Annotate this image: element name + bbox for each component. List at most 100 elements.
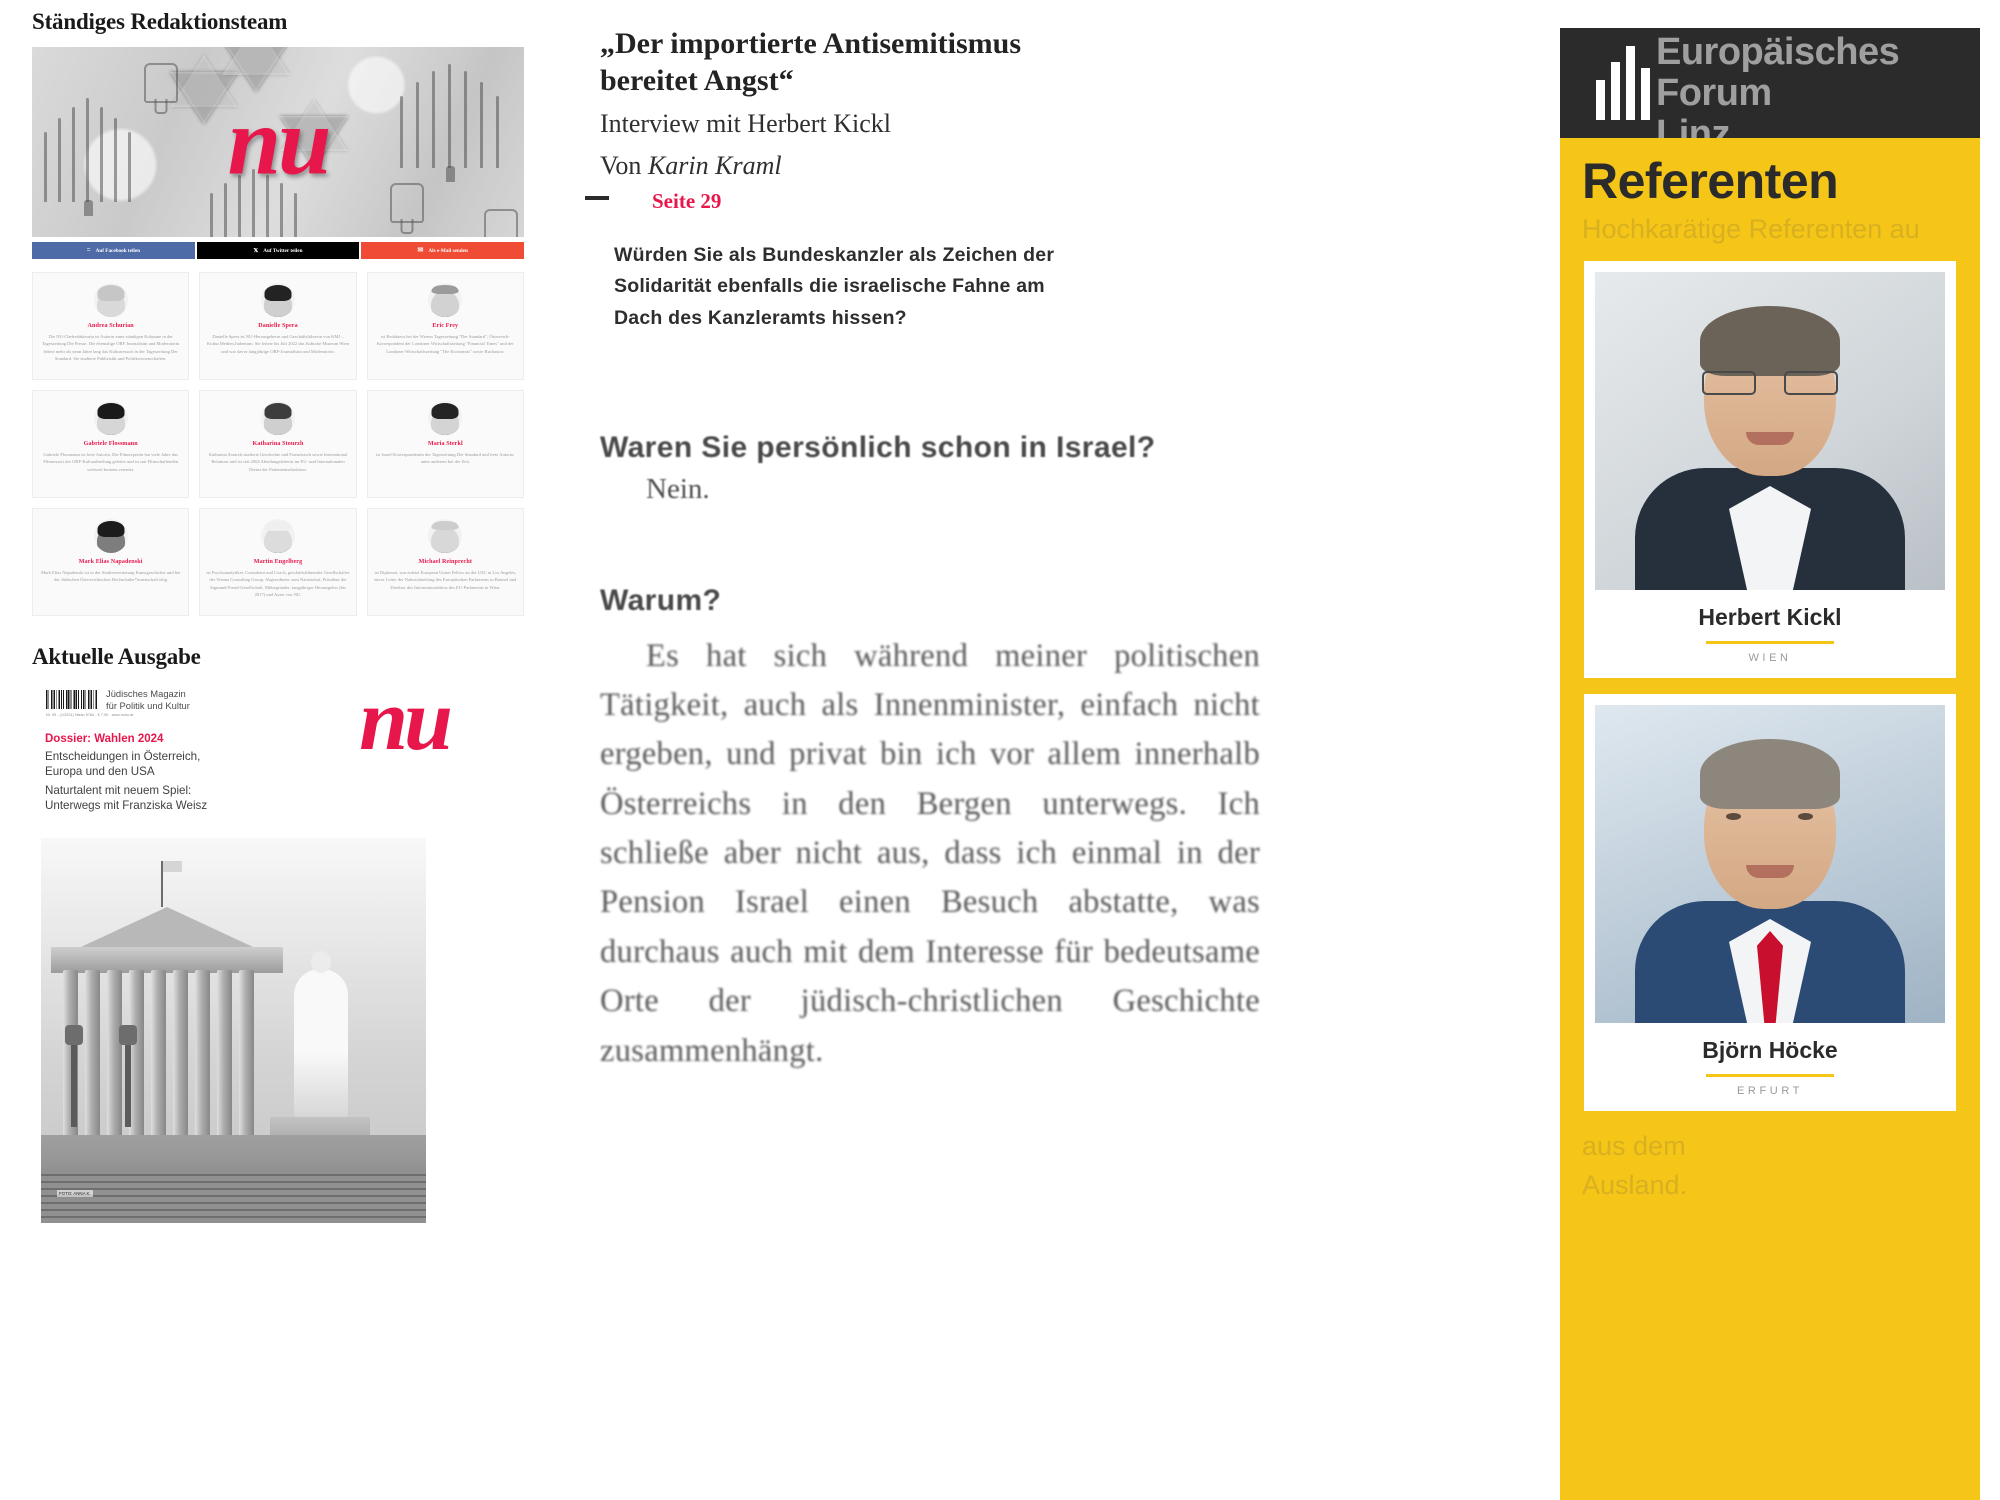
photo-credit: FOTO: ANNA K. xyxy=(57,1190,93,1197)
team-member-name: Mark Elias Napadenski xyxy=(78,559,143,565)
team-member-name: Eric Frey xyxy=(432,323,459,329)
cover-teaser-line2: Unterwegs mit Franziska Weisz xyxy=(45,799,208,813)
nu-logo: nu xyxy=(359,672,453,769)
speaker-photo xyxy=(1595,272,1945,590)
current-issue-heading: Aktuelle Ausgabe xyxy=(32,644,201,669)
team-card[interactable]: Martin Engelberg ist Psychoanalytiker, C… xyxy=(199,508,357,616)
avatar xyxy=(428,519,463,553)
speaker-photo xyxy=(1595,705,1945,1023)
dreidel-icon xyxy=(390,183,424,223)
avatar xyxy=(428,283,463,317)
forum-linz-panel: Europäisches Forum Linz Referenten Hochk… xyxy=(1560,28,1980,1500)
team-member-bio: ist Israel-Korrespondentin der Tageszeit… xyxy=(376,452,515,465)
parliament-photo: FOTO: ANNA K. xyxy=(41,838,426,1223)
avatar xyxy=(260,401,295,435)
cover-dossier-line1: Entscheidungen in Österreich, xyxy=(45,750,201,763)
interview-question-2: Waren Sie persönlich schon in Israel? xyxy=(600,430,1156,464)
team-card[interactable]: Eric Frey ist Redakteur bei der Wiener T… xyxy=(366,272,524,380)
hair-shape xyxy=(1700,306,1840,376)
mouth-shape xyxy=(1746,865,1794,878)
team-member-bio: ist Psychoanalytiker, Consultant und Coa… xyxy=(206,570,350,598)
cover-masthead: Jüdisches Magazin für Politik und Kultur xyxy=(106,688,190,713)
team-card[interactable]: Mark Elias Napadenski Mark Elias Napaden… xyxy=(32,508,190,616)
share-facebook-label: Auf Facebook teilen xyxy=(95,247,141,254)
hair-shape xyxy=(1700,739,1840,809)
team-member-name: Danielle Spera xyxy=(258,323,298,329)
pediment-shape xyxy=(81,907,253,947)
menorah-icon xyxy=(210,169,310,237)
avatar xyxy=(93,401,128,435)
avatar xyxy=(260,283,295,317)
cover-issue-meta: Nr. 95 - (1/2024) Nisan 5784 - € 7,90 - … xyxy=(46,713,134,717)
interview-question-1: Würden Sie als Bundeskanzler als Zeichen… xyxy=(614,243,1055,329)
share-twitter-button[interactable]: 𝕩 Auf Twitter teilen xyxy=(196,242,360,259)
forum-logo-line1: Europäisches xyxy=(1656,31,1900,73)
team-member-bio: Mark Elias Napadenski ist in der Studien… xyxy=(41,570,181,583)
dreidel-icon xyxy=(484,209,518,237)
divider xyxy=(1706,641,1834,644)
interview-answer-2: Nein. xyxy=(646,472,710,505)
decorative-dash xyxy=(585,196,609,200)
forum-logo-line3: Linz xyxy=(1656,113,1730,138)
speaker-city: WIEN xyxy=(1748,652,1792,664)
team-grid: Andrea Schurian Die NU-Chefredakteurin i… xyxy=(32,272,524,616)
referenten-heading: Referenten xyxy=(1582,153,1839,209)
speaker-card[interactable]: Björn Höcke ERFURT xyxy=(1584,694,1956,1111)
speaker-card[interactable]: Herbert Kickl WIEN xyxy=(1584,261,1956,678)
byline-author: Karin Kraml xyxy=(647,150,782,180)
team-member-bio: Katharina Stourzh studierte Geschichte u… xyxy=(208,452,348,472)
team-member-bio: Die NU-Chefredakteurin ist Autorin einer… xyxy=(42,334,180,362)
cover-masthead-line2: für Politik und Kultur xyxy=(106,700,190,712)
lamp-icon xyxy=(119,1025,137,1127)
speaker-city: ERFURT xyxy=(1736,1085,1803,1097)
team-card[interactable]: Gabriele Flossmann Gabriele Flossmann is… xyxy=(32,390,190,498)
cover-teaser-text: Naturtalent mit neuem Spiel: Unterwegs m… xyxy=(45,783,207,814)
cover-dossier-label: Dossier: Wahlen 2024 xyxy=(45,733,164,745)
colonnade-shape xyxy=(63,970,273,1135)
eye-shape xyxy=(1726,813,1741,820)
share-email-button[interactable]: ✉ Als e-Mail senden xyxy=(361,242,525,259)
divider xyxy=(1706,1074,1834,1077)
cover-dossier-text: Entscheidungen in Österreich, Europa und… xyxy=(45,749,200,780)
team-member-bio: Danielle Spera ist NU-Herausgeberin und … xyxy=(207,334,349,354)
article-title: „Der importierte Antisemitismus bereitet… xyxy=(600,0,1500,99)
team-member-name: Gabriele Flossmann xyxy=(83,441,138,447)
team-member-name: Martin Engelberg xyxy=(253,559,303,565)
avatar xyxy=(93,519,128,553)
athena-statue xyxy=(294,969,348,1119)
star-of-david-icon xyxy=(280,99,348,151)
star-of-david-icon xyxy=(222,47,290,75)
forum-footer-line2: Ausland. xyxy=(1582,1170,1688,1201)
forum-logo-text: Europäisches Forum Linz xyxy=(1656,31,1900,138)
hero-image: nu xyxy=(32,47,524,237)
forum-bars-icon xyxy=(1596,46,1650,120)
avatar xyxy=(260,519,295,553)
steps-shape xyxy=(41,1169,426,1223)
share-email-label: Als e-Mail senden xyxy=(428,247,468,254)
article-title-line1: „Der importierte Antisemitismus xyxy=(600,27,1022,60)
menorah-icon xyxy=(44,97,144,216)
flag-icon xyxy=(161,861,182,907)
interview-question-3: Warum? xyxy=(600,583,722,617)
cover-dossier-line2: Europa und den USA xyxy=(45,765,155,779)
interview-answer-3: Es hat sich während meiner politischen T… xyxy=(600,637,1260,1069)
magazine-cover[interactable]: Jüdisches Magazin für Politik und Kultur… xyxy=(32,672,524,1223)
avatar xyxy=(93,283,128,317)
article-subtitle: Interview mit Herbert Kickl xyxy=(600,109,891,139)
team-member-bio: ist Diplomat, war zuletzt European Union… xyxy=(374,570,517,590)
team-card[interactable]: Katharina Stourzh Katharina Stourzh stud… xyxy=(199,390,357,498)
team-card[interactable]: Andrea Schurian Die NU-Chefredakteurin i… xyxy=(32,272,190,380)
nu-magazine-panel: Ständiges Redaktionsteam xyxy=(0,0,545,1500)
team-member-name: Andrea Schurian xyxy=(87,323,134,329)
team-card[interactable]: Michael Reinprecht ist Diplomat, war zul… xyxy=(366,508,524,616)
team-member-name: Michael Reinprecht xyxy=(418,559,472,565)
team-member-name: Katharina Stourzh xyxy=(252,441,304,447)
page-reference: Seite 29 xyxy=(652,188,722,213)
team-card[interactable]: Danielle Spera Danielle Spera ist NU-Her… xyxy=(199,272,357,380)
team-card[interactable]: Maria Sterkl ist Israel-Korrespondentin … xyxy=(366,390,524,498)
roof-shape xyxy=(51,947,283,973)
article-byline: Von Karin Kraml xyxy=(600,149,1500,183)
share-facebook-button[interactable]: = Auf Facebook teilen xyxy=(32,242,195,259)
eye-shape xyxy=(1798,813,1813,820)
